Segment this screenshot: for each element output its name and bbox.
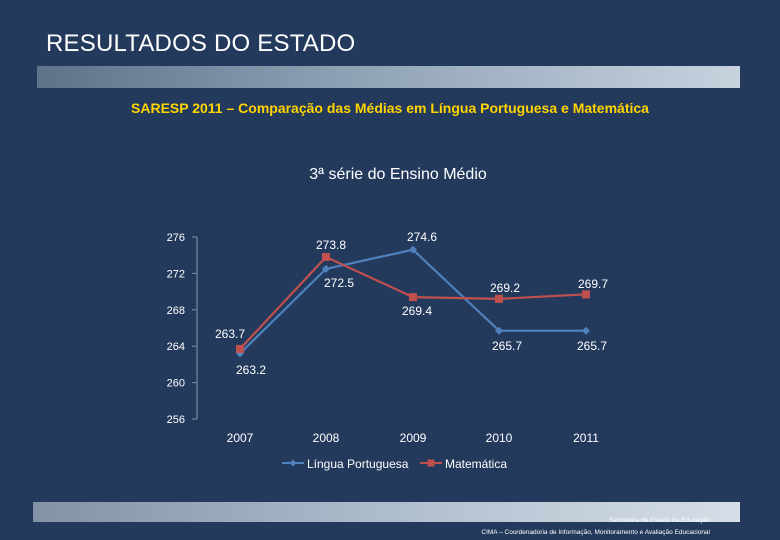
data-label: 269.2: [490, 281, 520, 295]
legend-label-math: Matemática: [445, 457, 507, 471]
series-lines: [236, 245, 590, 358]
data-label: 273.8: [316, 238, 346, 252]
x-tick-label: 2009: [400, 431, 427, 445]
data-point-portuguese: [322, 264, 330, 273]
x-tick-label: 2007: [227, 431, 254, 445]
data-point-math: [495, 294, 503, 303]
data-point-portuguese: [495, 326, 503, 335]
data-label: 272.5: [324, 276, 354, 290]
data-label: 263.2: [236, 363, 266, 377]
data-label: 265.7: [492, 339, 522, 353]
data-point-math: [582, 290, 590, 299]
data-point-math: [409, 293, 417, 302]
data-label: 274.6: [407, 230, 437, 244]
legend-label-portuguese: Língua Portuguesa: [307, 457, 409, 471]
data-point-math: [322, 253, 330, 262]
legend-marker-portuguese: [289, 459, 297, 467]
chart-title: 3ª série do Ensino Médio: [309, 166, 487, 183]
data-labels: 263.2 272.5 274.6 265.7 265.7 263.7 273.8 269.4…: [215, 230, 608, 377]
y-tick-label: 272: [167, 268, 185, 280]
y-tick-label: 268: [167, 305, 185, 317]
data-label: 263.7: [215, 327, 245, 341]
footer-line-2: CIMA – Coordenadoria de Informação, Moni…: [481, 529, 710, 536]
title-decorative-bar: [37, 66, 740, 88]
y-tick-label: 260: [167, 378, 185, 390]
data-point-math: [236, 344, 244, 353]
x-tick-label: 2011: [573, 431, 599, 445]
x-tick-label: 2010: [486, 431, 513, 445]
y-tick-label: 256: [167, 414, 185, 426]
y-axis: 276 272 268 264 260 256: [167, 232, 198, 426]
footer-line-1: Secretaria de Estado da Educação: [609, 517, 710, 524]
data-label: 269.7: [578, 277, 608, 291]
footer-decorative-bar: [33, 502, 740, 522]
legend-marker-math: [427, 459, 435, 467]
x-tick-label: 2008: [313, 431, 340, 445]
chart-subtitle: SARESP 2011 – Comparação das Médias em L…: [131, 100, 649, 116]
y-tick-label: 276: [167, 232, 185, 244]
slide-title: RESULTADOS DO ESTADO: [46, 30, 356, 57]
data-point-portuguese: [582, 326, 590, 335]
data-label: 265.7: [577, 339, 607, 353]
legend: Língua Portuguesa Matemática: [282, 457, 507, 471]
x-axis: 2007 2008 2009 2010 2011: [227, 431, 600, 445]
series-line-portuguese: [239, 248, 586, 355]
y-tick-label: 264: [167, 341, 185, 353]
data-point-portuguese: [409, 245, 417, 254]
data-label: 269.4: [402, 304, 432, 318]
